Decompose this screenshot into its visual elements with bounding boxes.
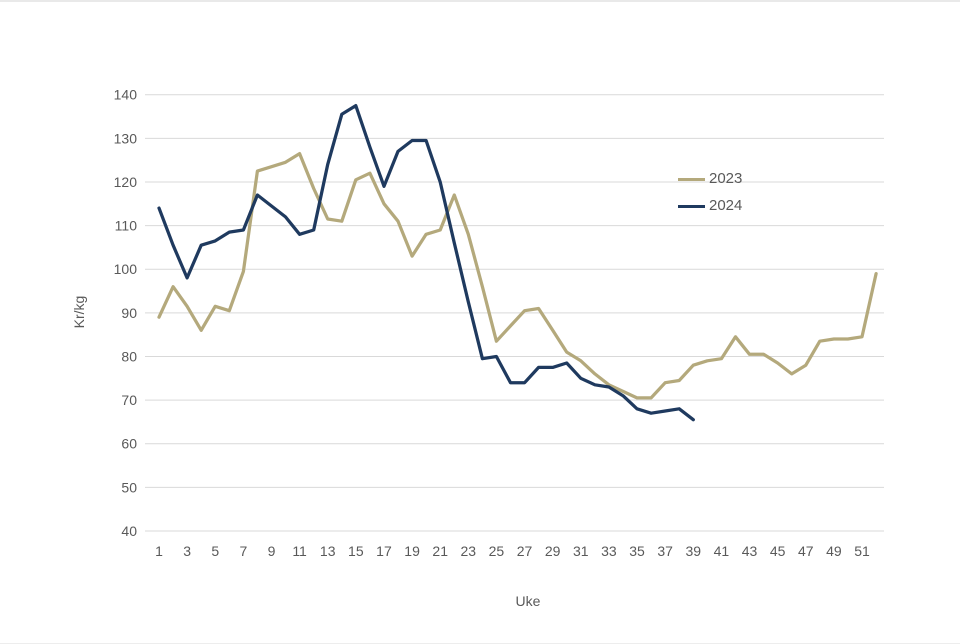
legend-label-2024: 2024 xyxy=(709,197,743,214)
x-axis-title: Uke xyxy=(515,593,541,609)
x-tick-label-47: 47 xyxy=(798,543,814,559)
y-tick-label-90: 90 xyxy=(121,305,137,321)
x-tick-label-25: 25 xyxy=(489,543,505,559)
x-tick-label-7: 7 xyxy=(239,543,247,559)
x-tick-label-27: 27 xyxy=(517,543,533,559)
y-tick-label-50: 50 xyxy=(121,479,137,495)
x-tick-label-21: 21 xyxy=(432,543,448,559)
y-axis-title: Kr/kg xyxy=(71,295,87,329)
y-tick-label-140: 140 xyxy=(114,87,138,103)
x-tick-label-17: 17 xyxy=(376,543,392,559)
x-tick-label-51: 51 xyxy=(854,543,870,559)
x-tick-label-3: 3 xyxy=(183,543,191,559)
x-tick-label-43: 43 xyxy=(742,543,758,559)
legend-label-2023: 2023 xyxy=(709,170,743,187)
y-tick-label-100: 100 xyxy=(114,261,138,277)
x-tick-label-11: 11 xyxy=(292,543,307,559)
x-tick-label-35: 35 xyxy=(629,543,645,559)
x-tick-label-1: 1 xyxy=(155,543,163,559)
x-tick-label-37: 37 xyxy=(657,543,673,559)
series-line-2023 xyxy=(157,151,878,400)
y-tick-label-130: 130 xyxy=(114,130,138,146)
x-tick-label-13: 13 xyxy=(320,543,336,559)
x-tick-label-45: 45 xyxy=(770,543,786,559)
legend-item-2024: 2024 xyxy=(678,197,743,214)
legend-swatch-2024 xyxy=(678,204,705,208)
x-tick-label-39: 39 xyxy=(685,543,701,559)
x-tick-label-49: 49 xyxy=(826,543,842,559)
legend-swatch-2023 xyxy=(678,177,705,181)
x-tick-label-15: 15 xyxy=(348,543,364,559)
y-tick-label-110: 110 xyxy=(115,218,138,234)
y-tick-label-70: 70 xyxy=(121,392,137,408)
x-tick-label-41: 41 xyxy=(714,543,730,559)
x-tick-label-31: 31 xyxy=(573,543,589,559)
legend-item-2023: 2023 xyxy=(678,170,743,187)
y-tick-label-40: 40 xyxy=(121,523,137,539)
window-top-edge xyxy=(0,0,960,2)
series-line-2024 xyxy=(157,103,695,422)
x-tick-label-33: 33 xyxy=(601,543,617,559)
x-tick-label-19: 19 xyxy=(404,543,420,559)
x-tick-label-5: 5 xyxy=(211,543,219,559)
y-tick-label-120: 120 xyxy=(114,174,138,190)
y-tick-label-80: 80 xyxy=(121,348,137,364)
y-tick-label-60: 60 xyxy=(121,436,137,452)
x-tick-label-23: 23 xyxy=(461,543,477,559)
x-tick-label-9: 9 xyxy=(268,543,276,559)
chart-legend: 2023 2024 xyxy=(678,170,743,214)
x-tick-label-29: 29 xyxy=(545,543,561,559)
